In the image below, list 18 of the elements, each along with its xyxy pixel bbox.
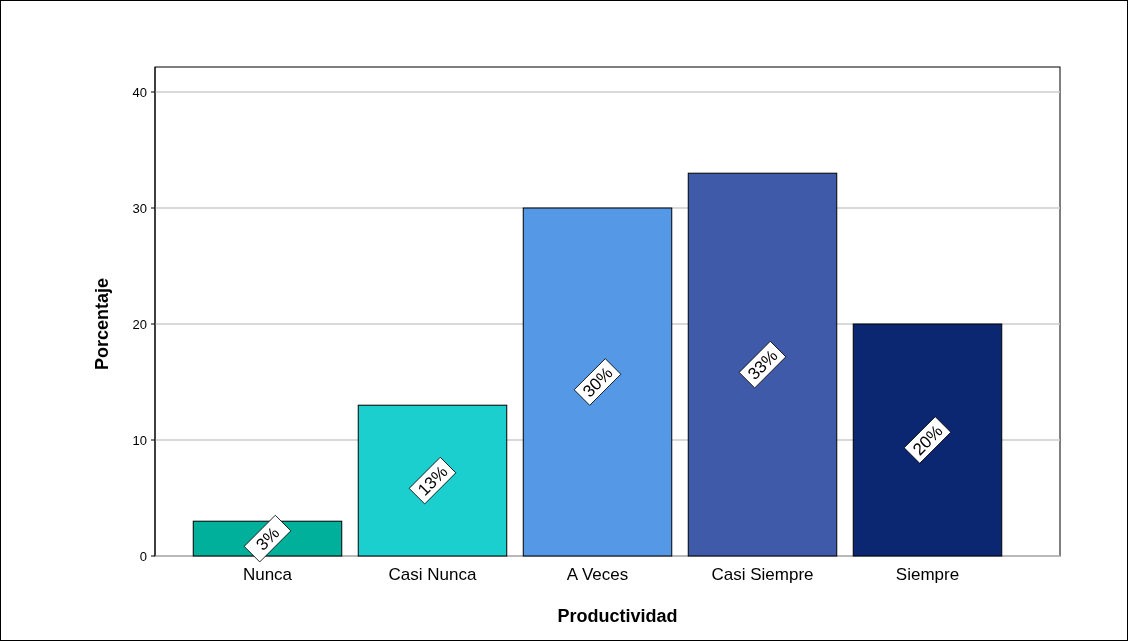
- y-tick-label: 40: [132, 84, 147, 100]
- y-tick-label: 0: [139, 548, 147, 564]
- x-tick-label: Nunca: [242, 565, 293, 584]
- bar: [687, 172, 838, 557]
- y-tick-label: 20: [132, 316, 147, 332]
- data-label: 33%: [744, 346, 782, 384]
- y-axis-title: Porcentaje: [92, 277, 112, 371]
- x-axis-title: Productividad: [557, 606, 678, 626]
- x-tick-label: Siempre: [895, 565, 960, 584]
- data-label: 3%: [252, 523, 284, 555]
- bar: [357, 404, 508, 557]
- y-tick-label: 10: [132, 432, 147, 448]
- bar: [522, 207, 673, 557]
- x-tick-label: Casi Nunca: [388, 565, 477, 584]
- bar: [852, 323, 1003, 557]
- x-tick-label: Casi Siempre: [711, 565, 814, 584]
- x-tick-label: A Veces: [566, 565, 629, 584]
- y-tick-label: 30: [132, 200, 147, 216]
